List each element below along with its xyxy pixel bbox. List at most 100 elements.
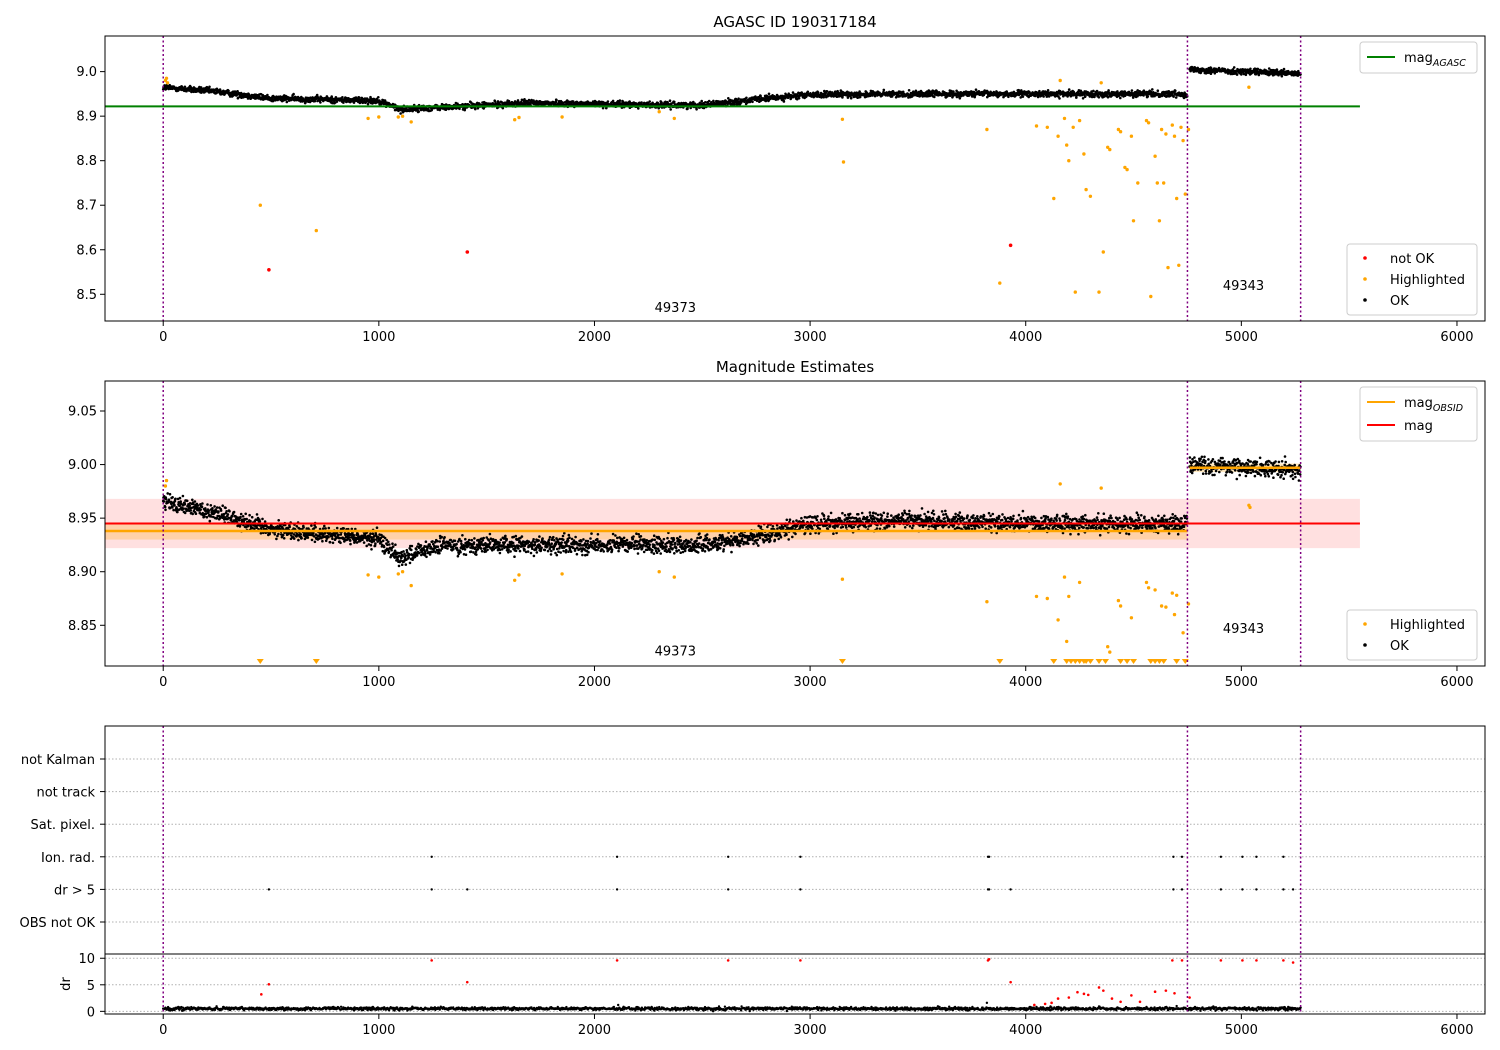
agasc-ok-point bbox=[167, 87, 170, 91]
estimates-ok-point bbox=[469, 550, 473, 553]
agasc-ok-point bbox=[950, 89, 953, 93]
estimates-ok-point bbox=[520, 535, 524, 538]
agasc-ok-point bbox=[444, 103, 448, 106]
agasc-ok-point bbox=[1256, 67, 1260, 71]
agasc-highlighted-point bbox=[1101, 250, 1106, 254]
agasc-ok-point bbox=[1038, 89, 1041, 93]
agasc-ok-point bbox=[366, 102, 370, 106]
estimates-ok-point bbox=[191, 512, 194, 516]
estimates-ok-point bbox=[171, 506, 174, 509]
agasc-ok-point bbox=[825, 90, 829, 93]
agasc-highlighted-point bbox=[513, 118, 517, 122]
estimates-ok-point bbox=[310, 524, 313, 527]
estimates-ok-point bbox=[546, 549, 550, 553]
agasc-ok-point bbox=[1116, 90, 1119, 93]
agasc-ok-point bbox=[1092, 89, 1095, 93]
agasc-y-tick-label: 8.9 bbox=[76, 110, 97, 125]
agasc-ok-point bbox=[952, 90, 955, 93]
estimates-ok-point bbox=[221, 504, 224, 508]
agasc-ok-point bbox=[365, 97, 369, 100]
agasc-y-tick-label: 8.5 bbox=[76, 288, 97, 303]
agasc-ok-point bbox=[1042, 95, 1045, 98]
agasc-highlighted-point bbox=[400, 114, 405, 118]
estimates-ok-point bbox=[505, 537, 509, 541]
estimates-ok-point bbox=[302, 526, 305, 529]
agasc-highlighted-point bbox=[409, 120, 413, 124]
estimates-ok-point bbox=[424, 552, 427, 555]
estimates-ok-point bbox=[555, 553, 559, 557]
estimates-ok-point bbox=[453, 539, 457, 543]
estimates-ok-point bbox=[488, 541, 492, 544]
agasc-ok-point bbox=[901, 90, 905, 94]
estimates-ok-point bbox=[199, 508, 202, 511]
agasc-ok-point bbox=[474, 107, 477, 111]
estimates-ok-point bbox=[541, 537, 544, 540]
estimates-ok-point bbox=[324, 527, 327, 530]
agasc-ok-point bbox=[846, 96, 850, 99]
estimates-ok-point bbox=[338, 536, 342, 540]
estimates-ok-point bbox=[547, 538, 551, 541]
estimates-ok-point bbox=[580, 540, 583, 543]
agasc-ok-point bbox=[352, 101, 356, 104]
agasc-ok-point bbox=[782, 100, 786, 103]
estimates-ok-point bbox=[232, 510, 236, 514]
estimates-ok-point bbox=[550, 542, 553, 545]
estimates-ok-point bbox=[509, 550, 512, 553]
agasc-highlighted-point bbox=[998, 281, 1002, 285]
agasc-ok-points bbox=[161, 65, 1302, 115]
estimates-ok-point bbox=[226, 513, 230, 516]
agasc-highlighted-point bbox=[366, 116, 370, 121]
agasc-ok-point bbox=[266, 93, 269, 97]
estimates-ok-point bbox=[529, 551, 533, 555]
estimates-ok-point bbox=[349, 542, 352, 546]
estimates-ok-point bbox=[178, 496, 182, 500]
agasc-ok-point bbox=[849, 96, 853, 100]
estimates-ok-point bbox=[425, 555, 428, 559]
estimates-ok-point bbox=[531, 547, 534, 550]
estimates-ok-point bbox=[585, 553, 589, 557]
agasc-ok-point bbox=[648, 100, 651, 103]
agasc-ok-point bbox=[319, 101, 322, 104]
estimates-ok-point bbox=[452, 548, 455, 551]
agasc-ok-point bbox=[430, 108, 434, 112]
estimates-ok-point bbox=[532, 554, 536, 558]
estimates-ok-point bbox=[211, 507, 214, 510]
agasc-ok-point bbox=[377, 96, 380, 99]
agasc-x-tick-label: 2000 bbox=[578, 330, 611, 345]
agasc-highlighted-point bbox=[1157, 219, 1162, 223]
estimates-ok-point bbox=[589, 540, 593, 544]
estimates-ok-point bbox=[277, 532, 280, 536]
estimates-ok-point bbox=[255, 513, 259, 516]
estimates-ok-point bbox=[292, 537, 296, 540]
estimates-ok-point bbox=[514, 549, 518, 553]
agasc-ok-point bbox=[463, 107, 467, 110]
estimates-ok-point bbox=[401, 554, 405, 558]
agasc-ok-point bbox=[737, 97, 740, 100]
estimates-ok-point bbox=[438, 551, 441, 555]
agasc-highlighted-point bbox=[1125, 167, 1129, 172]
agasc-ok-point bbox=[1058, 97, 1061, 100]
estimates-ok-point bbox=[408, 553, 411, 557]
estimates-ok-point bbox=[463, 548, 467, 551]
agasc-highlighted-point bbox=[1175, 196, 1179, 201]
agasc-ok-point bbox=[673, 100, 676, 104]
estimates-ok-point bbox=[546, 545, 549, 548]
agasc-ok-point bbox=[399, 112, 402, 115]
agasc-y-tick-label: 8.8 bbox=[76, 154, 97, 169]
estimates-ok-point bbox=[533, 541, 537, 544]
agasc-ok-point bbox=[1280, 74, 1284, 78]
agasc-ok-point bbox=[727, 97, 730, 100]
agasc-highlighted-point bbox=[314, 228, 318, 233]
estimates-ok-point bbox=[167, 498, 171, 502]
estimates-ok-point bbox=[535, 551, 539, 554]
agasc-highlighted-point bbox=[1073, 290, 1078, 294]
estimates-ok-point bbox=[369, 532, 372, 535]
estimates-ok-point bbox=[507, 551, 510, 554]
estimates-ok-point bbox=[561, 534, 565, 538]
agasc-ok-point bbox=[670, 102, 673, 105]
estimates-ok-point bbox=[310, 538, 314, 542]
estimates-ok-point bbox=[504, 534, 507, 538]
estimates-ok-point bbox=[365, 544, 369, 548]
